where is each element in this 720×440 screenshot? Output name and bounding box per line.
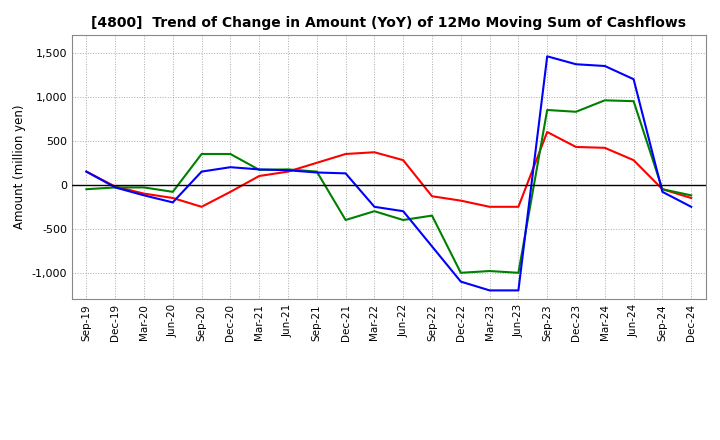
Investing Cashflow bbox=[312, 169, 321, 174]
Investing Cashflow bbox=[629, 99, 638, 104]
Line: Free Cashflow: Free Cashflow bbox=[86, 56, 691, 290]
Operating Cashflow bbox=[370, 150, 379, 155]
Operating Cashflow bbox=[687, 195, 696, 201]
Investing Cashflow bbox=[658, 187, 667, 192]
Investing Cashflow bbox=[111, 185, 120, 190]
Investing Cashflow bbox=[428, 213, 436, 218]
Operating Cashflow bbox=[284, 169, 292, 174]
Free Cashflow bbox=[514, 288, 523, 293]
Investing Cashflow bbox=[226, 151, 235, 157]
Investing Cashflow bbox=[140, 185, 148, 190]
Free Cashflow bbox=[629, 77, 638, 82]
Free Cashflow bbox=[197, 169, 206, 174]
Operating Cashflow bbox=[658, 187, 667, 192]
Operating Cashflow bbox=[543, 129, 552, 135]
Operating Cashflow bbox=[111, 184, 120, 189]
Free Cashflow bbox=[485, 288, 494, 293]
Free Cashflow bbox=[312, 170, 321, 175]
Free Cashflow bbox=[168, 200, 177, 205]
Investing Cashflow bbox=[370, 209, 379, 214]
Investing Cashflow bbox=[284, 167, 292, 172]
Investing Cashflow bbox=[341, 217, 350, 223]
Free Cashflow bbox=[572, 62, 580, 67]
Operating Cashflow bbox=[197, 204, 206, 209]
Free Cashflow bbox=[82, 169, 91, 174]
Operating Cashflow bbox=[312, 160, 321, 165]
Operating Cashflow bbox=[572, 144, 580, 150]
Operating Cashflow bbox=[226, 189, 235, 194]
Title: [4800]  Trend of Change in Amount (YoY) of 12Mo Moving Sum of Cashflows: [4800] Trend of Change in Amount (YoY) o… bbox=[91, 16, 686, 30]
Investing Cashflow bbox=[485, 268, 494, 274]
Free Cashflow bbox=[600, 63, 609, 69]
Operating Cashflow bbox=[82, 169, 91, 174]
Investing Cashflow bbox=[399, 217, 408, 223]
Free Cashflow bbox=[341, 171, 350, 176]
Operating Cashflow bbox=[514, 204, 523, 209]
Operating Cashflow bbox=[255, 173, 264, 179]
Investing Cashflow bbox=[543, 107, 552, 113]
Investing Cashflow bbox=[456, 270, 465, 275]
Free Cashflow bbox=[456, 279, 465, 284]
Operating Cashflow bbox=[629, 158, 638, 163]
Free Cashflow bbox=[140, 193, 148, 198]
Operating Cashflow bbox=[485, 204, 494, 209]
Investing Cashflow bbox=[514, 270, 523, 275]
Free Cashflow bbox=[226, 165, 235, 170]
Operating Cashflow bbox=[168, 195, 177, 201]
Free Cashflow bbox=[284, 168, 292, 173]
Investing Cashflow bbox=[572, 109, 580, 114]
Operating Cashflow bbox=[399, 158, 408, 163]
Free Cashflow bbox=[543, 54, 552, 59]
Operating Cashflow bbox=[140, 191, 148, 196]
Free Cashflow bbox=[370, 204, 379, 209]
Operating Cashflow bbox=[600, 145, 609, 150]
Investing Cashflow bbox=[600, 98, 609, 103]
Investing Cashflow bbox=[168, 189, 177, 194]
Operating Cashflow bbox=[456, 198, 465, 203]
Free Cashflow bbox=[658, 189, 667, 194]
Line: Operating Cashflow: Operating Cashflow bbox=[86, 132, 691, 207]
Investing Cashflow bbox=[82, 187, 91, 192]
Y-axis label: Amount (million yen): Amount (million yen) bbox=[13, 105, 26, 229]
Line: Investing Cashflow: Investing Cashflow bbox=[86, 100, 691, 273]
Investing Cashflow bbox=[687, 193, 696, 198]
Investing Cashflow bbox=[197, 151, 206, 157]
Free Cashflow bbox=[687, 204, 696, 209]
Operating Cashflow bbox=[428, 194, 436, 199]
Investing Cashflow bbox=[255, 167, 264, 172]
Operating Cashflow bbox=[341, 151, 350, 157]
Free Cashflow bbox=[255, 167, 264, 172]
Free Cashflow bbox=[428, 244, 436, 249]
Free Cashflow bbox=[399, 209, 408, 214]
Free Cashflow bbox=[111, 185, 120, 190]
